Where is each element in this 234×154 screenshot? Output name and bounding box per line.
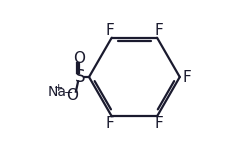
Text: S: S (75, 68, 85, 86)
Text: Na: Na (48, 85, 67, 99)
Text: F: F (154, 23, 163, 38)
Text: +: + (54, 83, 63, 93)
Text: −: − (64, 88, 73, 98)
Text: O: O (66, 88, 78, 103)
Text: O: O (73, 51, 85, 66)
Text: F: F (106, 116, 114, 131)
Text: F: F (183, 69, 191, 85)
Text: F: F (106, 23, 114, 38)
Text: F: F (154, 116, 163, 131)
